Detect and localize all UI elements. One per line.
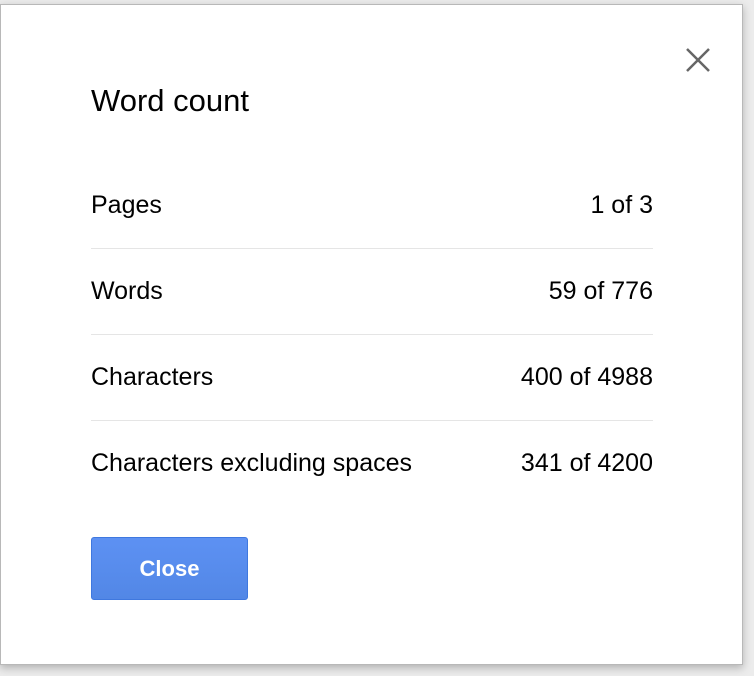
stat-value: 341 of 4200 (520, 449, 653, 477)
dialog-title: Word count (91, 83, 249, 118)
stat-value: 1 of 3 (590, 191, 653, 219)
stat-row-pages: Pages 1 of 3 (91, 163, 653, 249)
close-button[interactable]: Close (91, 537, 248, 600)
stat-value: 59 of 776 (548, 277, 653, 305)
stat-label: Words (91, 277, 163, 305)
stat-row-characters: Characters 400 of 4988 (91, 335, 653, 421)
stats-list: Pages 1 of 3 Words 59 of 776 Characters … (91, 163, 653, 506)
stat-value: 400 of 4988 (520, 363, 653, 391)
stat-label: Characters excluding spaces (91, 449, 412, 477)
stat-row-characters-no-spaces: Characters excluding spaces 341 of 4200 (91, 421, 653, 506)
stat-label: Pages (91, 191, 162, 219)
stat-label: Characters (91, 363, 214, 391)
close-icon[interactable] (684, 46, 712, 74)
stat-row-words: Words 59 of 776 (91, 249, 653, 335)
word-count-dialog: Word count Pages 1 of 3 Words 59 of 776 … (0, 4, 743, 665)
